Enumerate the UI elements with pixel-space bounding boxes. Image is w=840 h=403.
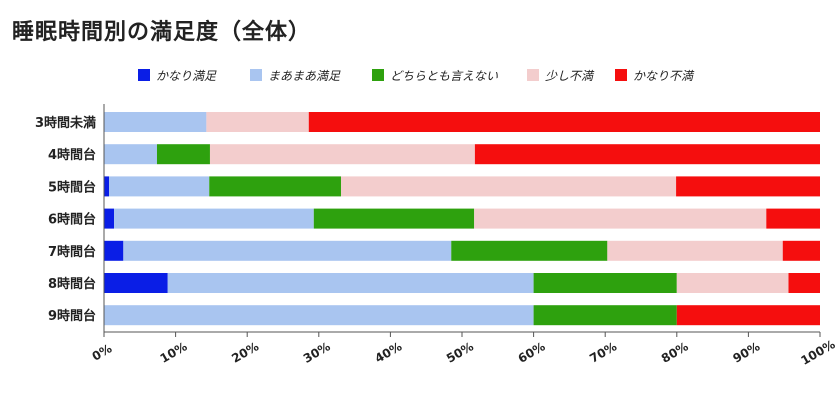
- legend-label: かなり満足: [156, 69, 217, 83]
- x-tick-label: 70%: [587, 339, 619, 365]
- bar-segment: 6時間台 まあまあ満足: 27.9: [114, 208, 314, 229]
- x-tick-label: 80%: [659, 339, 691, 365]
- bar-segment: 3時間未満 まあまあ満足: 14.3: [104, 112, 207, 132]
- bar-segment: 6時間台 少し不満: 40.8: [474, 208, 767, 229]
- bar-segment: 8時間台 どちらとも言えない: 20: [533, 273, 677, 293]
- legend-swatch: [138, 69, 150, 81]
- axes: 0% 10% 20% 30% 40% 50% 60% 70% 80% 90% 100%: [90, 104, 838, 368]
- x-tick-label: 40%: [372, 339, 404, 365]
- legend-label: かなり不満: [633, 69, 695, 83]
- bar-segment: 7時間台 まあまあ満足: 45.8: [123, 240, 452, 261]
- legend-swatch: [615, 69, 627, 81]
- x-tick-label: 90%: [730, 339, 762, 365]
- bar-segment: 4時間台 かなり不満: 48.2: [474, 144, 820, 165]
- bar-segment: 4時間台 まあまあ満足: 7.4: [104, 144, 157, 165]
- bar-segment: 8時間台 かなり不満: 4.4: [788, 273, 820, 293]
- category-label: 9時間台: [48, 308, 96, 324]
- x-tick-label: 60%: [516, 339, 548, 365]
- bar-segment: 9時間台 まあまあ満足: 60: [104, 305, 534, 326]
- bar-segment: 5時間台 かなり満足: 0.7: [104, 176, 110, 197]
- category-label: 4時間台: [48, 147, 96, 163]
- category-label: 8時間台: [48, 276, 96, 292]
- bar-segment: 4時間台 どちらとも言えない: 7.4: [156, 144, 210, 165]
- x-tick-label: 20%: [229, 339, 261, 365]
- bar-segment: 6時間台 かなり不満: 7.5: [766, 208, 820, 229]
- x-tick-label: 30%: [301, 339, 333, 365]
- bar-segment: 7時間台 少し不満: 24.5: [607, 240, 783, 261]
- bar-segment: 6時間台 どちらとも言えない: 22.4: [313, 208, 475, 229]
- bar-segment: 3時間未満 かなり不満: 71.4: [308, 112, 820, 132]
- legend-swatch: [250, 69, 262, 81]
- bar-segment: 4時間台 少し不満: 37: [209, 144, 475, 165]
- category-label: 7時間台: [48, 244, 96, 260]
- bar-segment: 5時間台 まあまあ満足: 14: [109, 176, 210, 197]
- bar-segment: 9時間台 どちらとも言えない: 20: [533, 305, 677, 326]
- legend-swatch: [527, 69, 539, 81]
- bar-segment: 7時間台 かなり不満: 5.2: [782, 240, 820, 261]
- bar-segment: 5時間台 かなり不満: 20.1: [676, 176, 820, 197]
- bar-segment: 3時間未満 少し不満: 14.3: [206, 112, 309, 132]
- bar-segment: 7時間台 どちらとも言えない: 21.8: [451, 240, 608, 261]
- bar-segment: 8時間台 少し不満: 15.6: [676, 273, 789, 293]
- bar-segment: 5時間台 少し不満: 46.8: [341, 176, 677, 197]
- legend-label: 少し不満: [545, 69, 595, 83]
- bar-segment: 8時間台 まあまあ満足: 51.1: [167, 273, 534, 293]
- category-label: 3時間未満: [35, 115, 96, 131]
- bar-segment: 5時間台 どちらとも言えない: 18.4: [209, 176, 341, 197]
- bar-segment: 9時間台 かなり不満: 20: [676, 305, 820, 326]
- x-tick-label: 50%: [444, 339, 476, 365]
- x-tick-label: 100%: [798, 337, 837, 368]
- legend: かなり満足 まあまあ満足 どちらとも言えない 少し不満 かなり不満: [138, 69, 695, 83]
- x-tick-label: 0%: [90, 341, 115, 363]
- x-tick-label: 10%: [158, 339, 190, 365]
- category-label: 6時間台: [48, 212, 96, 228]
- category-label: 5時間台: [48, 179, 96, 195]
- legend-label: まあまあ満足: [268, 69, 341, 83]
- bar-segment: 6時間台 かなり満足: 1.4: [104, 208, 115, 229]
- legend-label: どちらとも言えない: [390, 69, 498, 83]
- bars: 3時間未満 まあまあ満足: 14.33時間未満 少し不満: 14.33時間未満 …: [35, 112, 820, 326]
- legend-swatch: [372, 69, 384, 81]
- bar-segment: 7時間台 かなり満足: 2.7: [104, 240, 124, 261]
- chart-title: 睡眠時間別の満足度（全体）: [12, 20, 312, 45]
- bar-segment: 8時間台 かなり満足: 8.9: [104, 273, 168, 293]
